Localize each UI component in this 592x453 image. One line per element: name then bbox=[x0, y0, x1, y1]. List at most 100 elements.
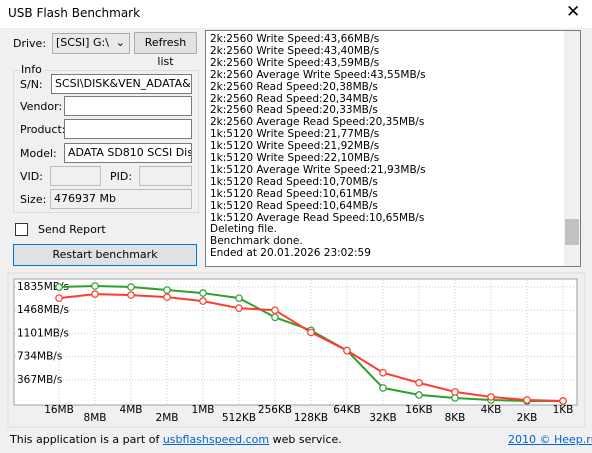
data-point bbox=[163, 293, 171, 301]
log-line: 2k:2560 Read Speed:20,34MB/s bbox=[210, 92, 378, 105]
x-tick-label: 128KB bbox=[294, 412, 328, 424]
data-point bbox=[127, 291, 135, 299]
log-line: 2k:2560 Average Read Speed:20,35MB/s bbox=[210, 116, 425, 129]
data-point bbox=[91, 282, 99, 290]
log-line: Ended at 20.01.2026 23:02:59 bbox=[210, 247, 371, 260]
chart: 1835MB/s 1468MB/s 1101MB/s 734MB/s 367MB/s 16… bbox=[7, 272, 586, 428]
log-line: 2k:2560 Write Speed:43,66MB/s bbox=[210, 33, 380, 45]
log-line: 1k:5120 Read Speed:10,61MB/s bbox=[210, 187, 378, 200]
pid-label: PID: bbox=[110, 170, 133, 183]
x-tick-label: 1MB bbox=[192, 404, 215, 416]
dropdown-arrow: ⌄ bbox=[115, 36, 125, 49]
x-tick-label: 4KB bbox=[481, 404, 502, 416]
scroll-thumb[interactable] bbox=[565, 219, 579, 245]
data-point bbox=[523, 396, 531, 404]
sn-label: S/N: bbox=[20, 78, 43, 91]
y-tick-label: 1101MB/s bbox=[17, 327, 69, 339]
y-tick-label: 1468MB/s bbox=[17, 304, 69, 316]
x-tick-label: 256KB bbox=[258, 404, 292, 416]
drive-select[interactable]: [SCSI] G:\ ⌄ bbox=[52, 33, 130, 54]
model-field[interactable]: ADATA SD810 SCSI Disk D bbox=[64, 143, 192, 163]
copyright-link[interactable]: 2010 © Heep.ru bbox=[508, 433, 592, 446]
x-tick-label: 16KB bbox=[405, 404, 432, 416]
x-tick-label: 2KB bbox=[517, 412, 538, 424]
log-line: 1k:5120 Average Read Speed:10,65MB/s bbox=[210, 211, 425, 224]
chart-frame bbox=[7, 272, 586, 428]
data-point bbox=[559, 397, 567, 405]
log-line: Benchmark done. bbox=[210, 235, 303, 248]
y-tick-label: 1835MB/s bbox=[17, 281, 69, 293]
data-point bbox=[271, 306, 279, 315]
data-point bbox=[415, 391, 423, 399]
log-line: 2k:2560 Write Speed:43,40MB/s bbox=[210, 44, 380, 57]
data-point bbox=[487, 393, 495, 401]
vendor-label: Vendor: bbox=[20, 100, 63, 113]
footer-after: web service. bbox=[272, 433, 342, 446]
data-point bbox=[199, 289, 207, 297]
info-group bbox=[13, 70, 199, 213]
data-point bbox=[451, 394, 459, 402]
product-field[interactable] bbox=[64, 119, 192, 139]
x-tick-label: 8MB bbox=[84, 412, 107, 424]
model-label: Model: bbox=[20, 147, 57, 160]
log-line: 2k:2560 Write Speed:43,59MB/s bbox=[210, 56, 380, 69]
log-line: 2k:2560 Read Speed:20,33MB/s bbox=[210, 104, 378, 117]
footer-link[interactable]: usbflashspeed.com bbox=[162, 433, 270, 446]
y-tick-label: 367MB/s bbox=[17, 374, 62, 386]
log-line: 2k:2560 Read Speed:20,38MB/s bbox=[210, 80, 378, 93]
vendor-field[interactable] bbox=[64, 96, 192, 116]
drive-label: Drive: bbox=[13, 37, 47, 50]
size-label: Size: bbox=[20, 193, 47, 206]
x-tick-label: 64KB bbox=[333, 404, 360, 416]
footer-text: This application is a part of usbflashsp… bbox=[10, 433, 342, 446]
log-line: 1k:5120 Average Write Speed:21,93MB/s bbox=[210, 163, 426, 176]
drive-value: [SCSI] G:\ bbox=[56, 36, 109, 49]
scrollbar[interactable] bbox=[564, 31, 580, 266]
x-tick-label: 16MB bbox=[44, 404, 74, 416]
close-button[interactable]: ✕ bbox=[566, 2, 581, 22]
footer-before: This application is a part of bbox=[10, 433, 160, 446]
x-tick-label: 1KB bbox=[553, 404, 574, 416]
title-bar bbox=[0, 0, 592, 28]
pid-field bbox=[139, 166, 192, 186]
data-point bbox=[415, 379, 423, 387]
data-point bbox=[307, 328, 315, 337]
data-point bbox=[451, 388, 459, 396]
size-field: 476937 Mb bbox=[50, 189, 192, 209]
x-tick-label: 4MB bbox=[120, 404, 143, 416]
log-line: Deleting file. bbox=[210, 223, 277, 236]
window-title: USB Flash Benchmark bbox=[8, 6, 141, 20]
data-point bbox=[379, 368, 387, 377]
data-point bbox=[127, 283, 135, 291]
data-point bbox=[55, 294, 63, 302]
data-point bbox=[343, 346, 351, 355]
vid-label: VID: bbox=[20, 170, 43, 183]
log-line: 2k:2560 Average Write Speed:43,55MB/s bbox=[210, 68, 426, 81]
data-point bbox=[235, 294, 243, 302]
data-point bbox=[379, 384, 387, 392]
plot-area bbox=[13, 278, 578, 406]
data-point bbox=[271, 313, 279, 322]
y-tick-label: 734MB/s bbox=[17, 351, 62, 363]
log-box: 2k:2560 Write Speed:43,66MB/s 2k:2560 Wri… bbox=[205, 30, 581, 267]
log-line: 1k:5120 Read Speed:10,70MB/s bbox=[210, 175, 378, 188]
x-tick-label: 512KB bbox=[222, 412, 256, 424]
data-point bbox=[199, 297, 207, 305]
send-report-checkbox[interactable] bbox=[15, 223, 28, 236]
log-line: 1k:5120 Write Speed:22,10MB/s bbox=[210, 152, 380, 164]
log-line: 1k:5120 Write Speed:21,92MB/s bbox=[210, 140, 380, 153]
refresh-button[interactable]: Refresh list bbox=[134, 32, 197, 68]
data-point bbox=[55, 283, 63, 291]
send-report-label[interactable]: Send Report bbox=[38, 223, 106, 236]
log-line: 1k:5120 Write Speed:21,77MB/s bbox=[210, 128, 380, 141]
sn-field[interactable]: SCSI\DISK&VEN_ADATA&PRO bbox=[51, 74, 192, 94]
data-point bbox=[163, 286, 171, 294]
data-point bbox=[91, 290, 99, 298]
data-point bbox=[235, 304, 243, 312]
restart-button[interactable]: Restart benchmark bbox=[13, 244, 197, 266]
info-title: Info bbox=[20, 63, 43, 76]
product-label: Product: bbox=[20, 123, 66, 136]
x-tick-label: 2MB bbox=[156, 412, 179, 424]
x-tick-label: 8KB bbox=[445, 412, 466, 424]
